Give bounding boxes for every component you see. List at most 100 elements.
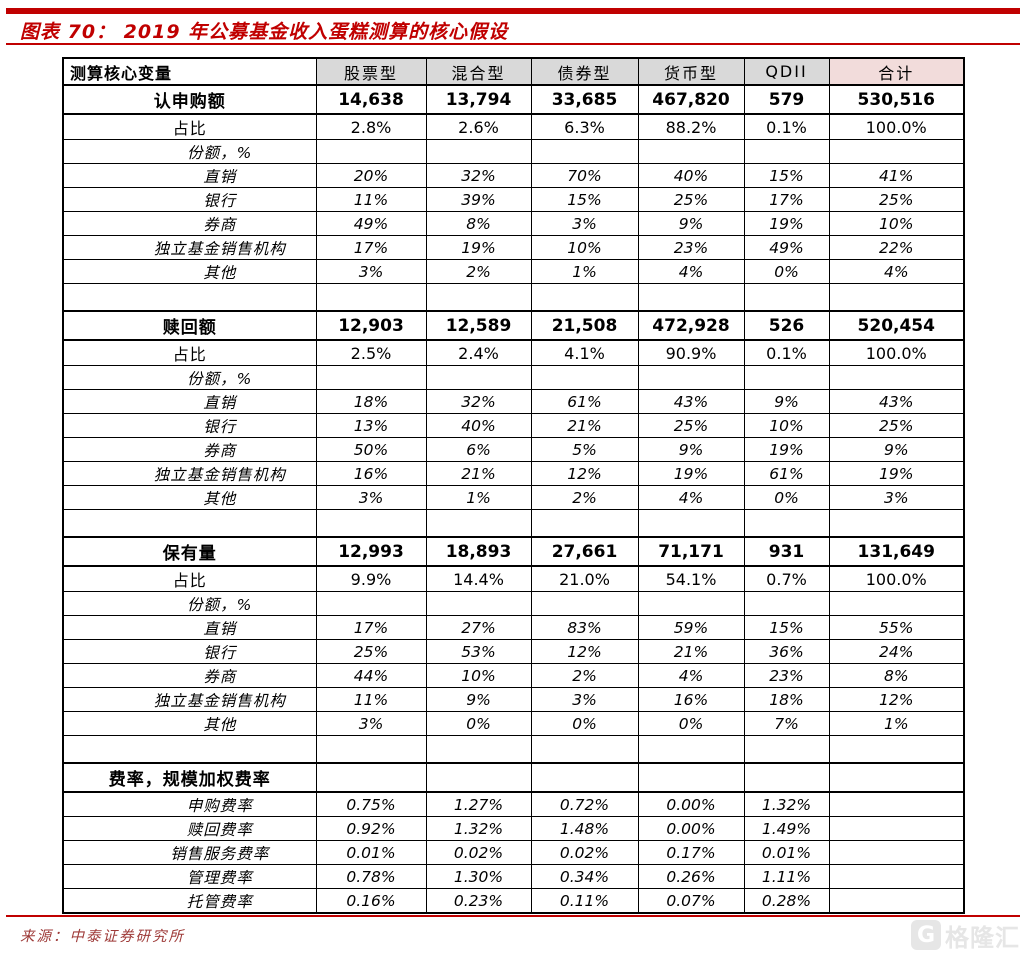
table-row: 券商 49% 8% 3% 9% 19% 10% — [62, 211, 965, 236]
title-underline — [6, 43, 1020, 45]
table-cell: 9% — [425, 687, 532, 712]
table-row: 保有量 12,993 18,893 27,661 71,171 931 131,649 — [62, 536, 965, 567]
table-cell — [315, 365, 427, 390]
table-cell: 0.16% — [315, 888, 427, 914]
top-red-bar — [6, 8, 1020, 14]
table-cell: 19% — [828, 461, 965, 486]
table-cell: 9% — [743, 389, 830, 414]
table-row — [62, 735, 965, 764]
table-cell: 0.72% — [530, 791, 639, 817]
table-cell: 0% — [743, 259, 830, 284]
table-cell: 0.23% — [425, 888, 532, 914]
row-label: 管理费率 — [62, 864, 317, 889]
watermark-text: 格隆汇 — [945, 923, 1020, 952]
column-header-股票型: 股票型 — [315, 57, 427, 86]
table-row: 直销 17% 27% 83% 59% 15% 55% — [62, 615, 965, 640]
table-cell: 49% — [743, 235, 830, 260]
table-cell — [530, 509, 639, 538]
table-cell: 15% — [530, 187, 639, 212]
table-cell: 17% — [315, 615, 427, 640]
table-cell: 90.9% — [637, 339, 745, 366]
table-cell — [425, 365, 532, 390]
table-cell: 0.1% — [743, 339, 830, 366]
page-title: 图表 70： 2019 年公募基金收入蛋糕测算的核心假设 — [20, 21, 509, 43]
table-cell: 10% — [530, 235, 639, 260]
table-cell: 2% — [530, 485, 639, 510]
column-header-混合型: 混合型 — [425, 57, 532, 86]
table-row — [62, 509, 965, 538]
table-cell: 0.00% — [637, 816, 745, 841]
table-cell: 1% — [425, 485, 532, 510]
row-label: 赎回费率 — [62, 816, 317, 841]
table-cell: 12,903 — [315, 310, 427, 341]
table-cell: 0.17% — [637, 840, 745, 865]
table-cell: 9% — [828, 437, 965, 462]
table-cell: 18,893 — [425, 536, 532, 567]
table-row: 其他 3% 1% 2% 4% 0% 3% — [62, 485, 965, 510]
table-cell: 100.0% — [828, 339, 965, 366]
table-row: 认申购额 14,638 13,794 33,685 467,820 579 530,516 — [62, 84, 965, 115]
table-cell: 14,638 — [315, 84, 427, 115]
table-cell: 10% — [743, 413, 830, 438]
table-cell: 526 — [743, 310, 830, 341]
table-cell: 1% — [530, 259, 639, 284]
table-cell: 131,649 — [828, 536, 965, 567]
table-cell: 2.4% — [425, 339, 532, 366]
table-row: 其他 3% 0% 0% 0% 7% 1% — [62, 711, 965, 736]
table-cell: 43% — [828, 389, 965, 414]
table-cell: 55% — [828, 615, 965, 640]
table-row: 银行 11% 39% 15% 25% 17% 25% — [62, 187, 965, 212]
table-cell — [637, 735, 745, 764]
table-cell: 41% — [828, 163, 965, 188]
table-cell — [743, 735, 830, 764]
table-row: 券商 50% 6% 5% 9% 19% 9% — [62, 437, 965, 462]
row-label: 券商 — [62, 663, 317, 688]
table-cell: 2.6% — [425, 113, 532, 140]
table-cell — [828, 840, 965, 865]
table-cell: 0% — [425, 711, 532, 736]
table-row: 赎回额 12,903 12,589 21,508 472,928 526 520,454 — [62, 310, 965, 341]
table-cell: 7% — [743, 711, 830, 736]
table-row: 费率，规模加权费率 — [62, 762, 965, 793]
table-cell: 3% — [530, 687, 639, 712]
source-note: 来源：中泰证券研究所 — [20, 929, 185, 945]
table-cell — [743, 591, 830, 616]
table-cell: 11% — [315, 187, 427, 212]
table-row: 直销 18% 32% 61% 43% 9% 43% — [62, 389, 965, 414]
assumptions-table-header-row: 测算核心变量 股票型 混合型 债券型 货币型 QDII 合计 — [62, 57, 965, 86]
table-cell: 54.1% — [637, 565, 745, 592]
table-cell: 53% — [425, 639, 532, 664]
row-label: 托管费率 — [62, 888, 317, 914]
table-cell: 4% — [637, 663, 745, 688]
table-cell: 1.32% — [743, 791, 830, 817]
table-cell: 17% — [315, 235, 427, 260]
table-cell: 25% — [828, 413, 965, 438]
table-cell — [743, 283, 830, 312]
column-header-货币型: 货币型 — [637, 57, 745, 86]
table-cell: 6% — [425, 437, 532, 462]
table-cell: 0.11% — [530, 888, 639, 914]
table-cell: 27,661 — [530, 536, 639, 567]
table-cell — [743, 762, 830, 793]
row-label: 占比 — [62, 565, 317, 592]
row-label: 保有量 — [62, 536, 317, 567]
table-cell — [828, 888, 965, 914]
table-row: 销售服务费率 0.01% 0.02% 0.02% 0.17% 0.01% — [62, 840, 965, 865]
table-cell: 0.28% — [743, 888, 830, 914]
bottom-red-line — [6, 915, 1020, 917]
table-cell: 1% — [828, 711, 965, 736]
table-cell: 4% — [637, 259, 745, 284]
table-cell: 0% — [743, 485, 830, 510]
table-cell: 12% — [530, 639, 639, 664]
table-cell — [530, 591, 639, 616]
table-cell: 6.3% — [530, 113, 639, 140]
table-cell: 4.1% — [530, 339, 639, 366]
table-cell: 24% — [828, 639, 965, 664]
table-row: 占比 2.8% 2.6% 6.3% 88.2% 0.1% 100.0% — [62, 113, 965, 140]
table-cell: 1.30% — [425, 864, 532, 889]
table-cell: 0.78% — [315, 864, 427, 889]
table-row: 占比 9.9% 14.4% 21.0% 54.1% 0.7% 100.0% — [62, 565, 965, 592]
table-cell — [315, 591, 427, 616]
table-row: 独立基金销售机构 16% 21% 12% 19% 61% 19% — [62, 461, 965, 486]
table-cell: 10% — [828, 211, 965, 236]
